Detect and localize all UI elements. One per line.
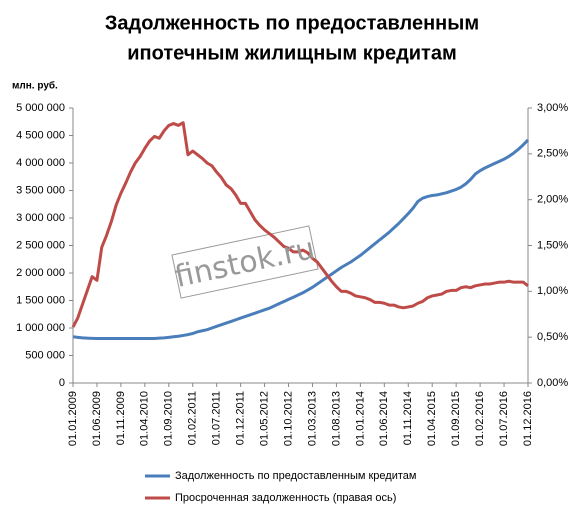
y-tick-label: 0 — [59, 377, 65, 389]
y-tick-label: 4 500 000 — [16, 129, 65, 141]
y-axis-label: млн. руб. — [12, 80, 58, 92]
x-tick-label: 01.05.2012 — [258, 391, 270, 446]
y-tick-label: 4 000 000 — [16, 157, 65, 169]
x-tick-label: 01.02.2016 — [474, 391, 486, 446]
x-tick-label: 01.04.2010 — [139, 391, 151, 446]
chart-title: ипотечным жилищным кредитам — [127, 42, 457, 64]
y2-tick-label: 3,00% — [537, 102, 568, 114]
legend-label: Задолженность по предоставленным кредита… — [175, 470, 416, 482]
x-tick-label: 01.04.2015 — [426, 391, 438, 446]
x-tick-label: 01.11.2014 — [402, 391, 414, 445]
series-line — [71, 121, 529, 328]
y2-tick-label: 2,00% — [537, 194, 568, 206]
y-tick-label: 1 500 000 — [16, 294, 65, 306]
x-tick-label: 01.10.2012 — [282, 391, 294, 446]
y-tick-label: 500 000 — [25, 349, 65, 361]
y2-tick-label: 1,50% — [537, 239, 568, 251]
x-tick-label: 01.12.2016 — [522, 391, 534, 446]
y2-tick-label: 2,50% — [537, 148, 568, 160]
y-tick-label: 3 500 000 — [16, 184, 65, 196]
x-tick-label: 01.09.2010 — [163, 391, 175, 446]
x-tick-label: 01.12.2011 — [235, 391, 247, 445]
x-tick-label: 01.01.2014 — [354, 391, 366, 446]
x-tick-label: 01.07.2011 — [211, 391, 223, 445]
chart-title: Задолженность по предоставленным — [105, 12, 479, 34]
legend-label: Просроченная задолженность (правая ось) — [175, 492, 396, 504]
x-tick-label: 01.01.2009 — [67, 391, 79, 446]
x-tick-label: 01.06.2009 — [91, 391, 103, 446]
x-tick-label: 01.09.2015 — [450, 391, 462, 446]
y-tick-label: 5 000 000 — [16, 102, 65, 114]
y2-tick-label: 0,00% — [537, 377, 568, 389]
x-tick-label: 01.08.2013 — [330, 391, 342, 446]
y-tick-label: 1 000 000 — [16, 322, 65, 334]
x-tick-label: 01.06.2014 — [378, 391, 390, 446]
y-tick-label: 3 000 000 — [16, 212, 65, 224]
y2-tick-label: 1,00% — [537, 285, 568, 297]
y2-tick-label: 0,50% — [537, 331, 568, 343]
x-tick-label: 01.03.2013 — [306, 391, 318, 446]
x-tick-label: 01.02.2011 — [187, 391, 199, 445]
series-line — [72, 138, 530, 340]
y-tick-label: 2 000 000 — [16, 267, 65, 279]
x-tick-label: 01.07.2016 — [498, 391, 510, 446]
y-tick-label: 2 500 000 — [16, 239, 65, 251]
x-tick-label: 01.11.2009 — [115, 391, 127, 445]
